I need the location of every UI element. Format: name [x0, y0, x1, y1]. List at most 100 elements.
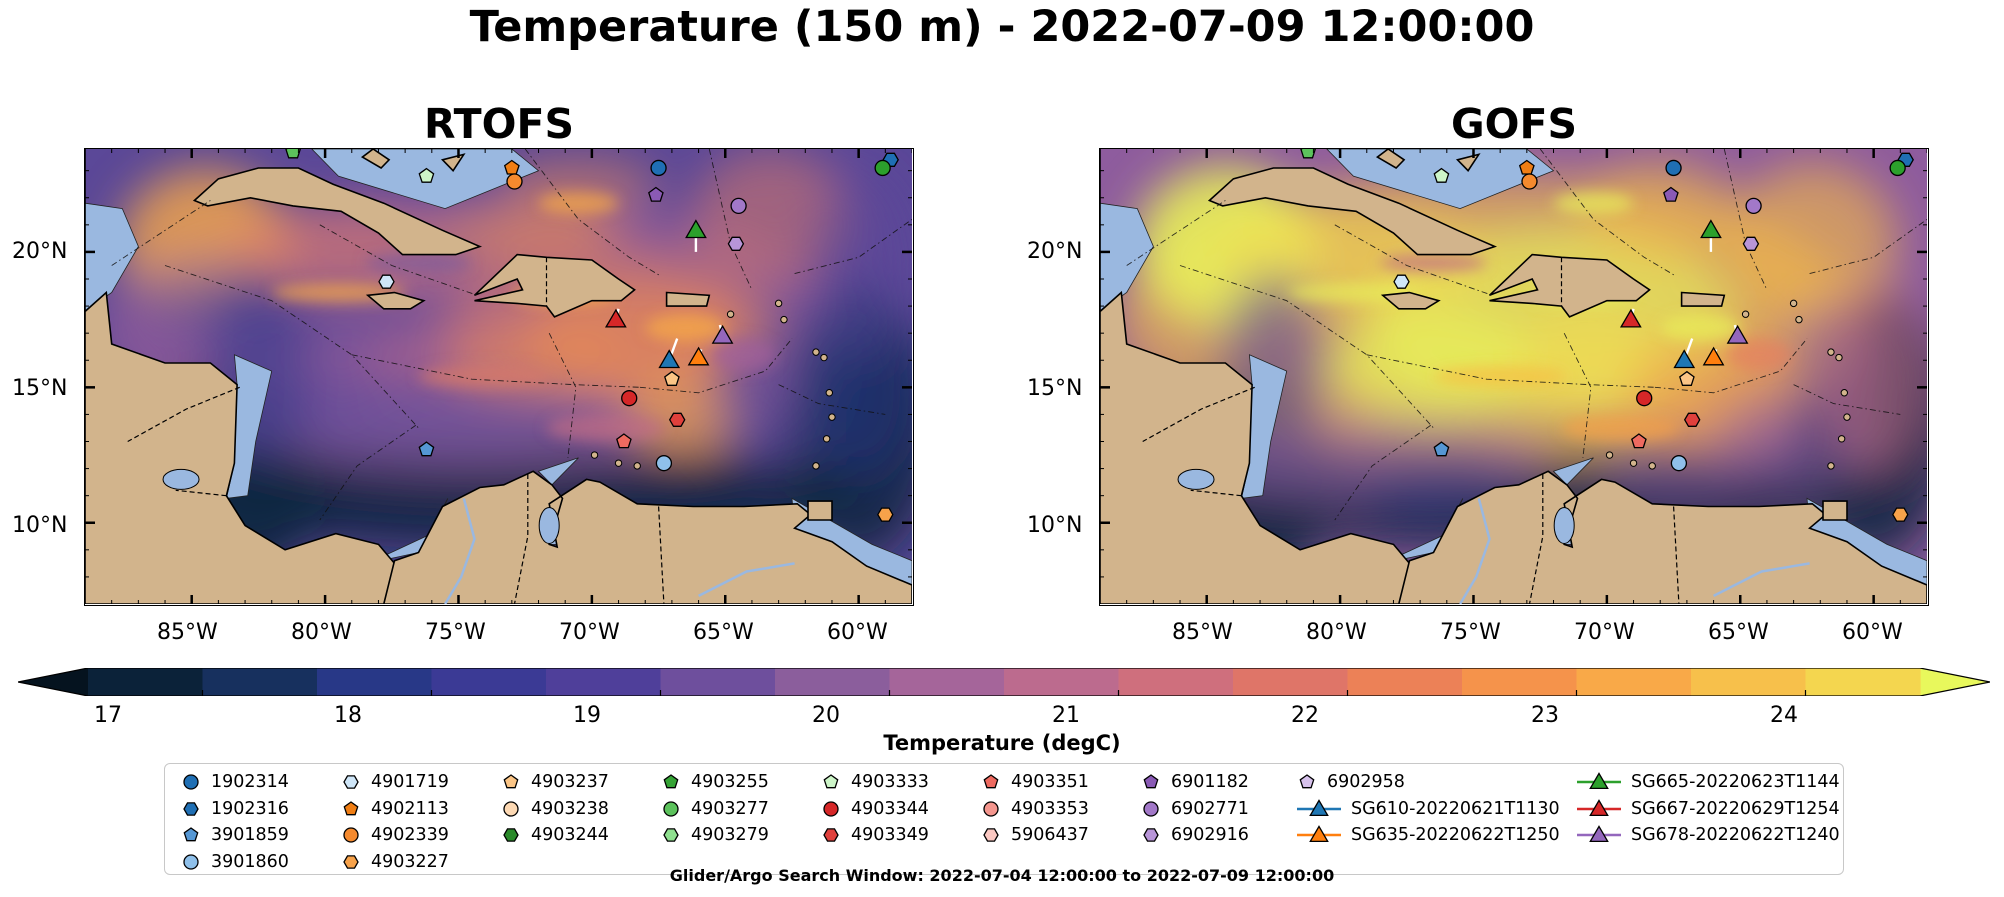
legend-item: 4903344: [821, 796, 929, 822]
land-south-america: [382, 470, 912, 604]
legend-label: 6902771: [1171, 798, 1249, 819]
argo-float-marker: [1663, 186, 1679, 202]
legend-label: SG667-20220629T1254: [1631, 798, 1840, 819]
glider-marker: [658, 349, 681, 369]
glider-marker: [687, 346, 710, 366]
legend-label: 1902314: [211, 772, 289, 792]
legend-label: 4903238: [531, 798, 609, 819]
colorbar-bin: [88, 668, 204, 696]
legend-label: 3901860: [211, 851, 289, 872]
figure-title: Temperature (150 m) - 2022-07-09 12:00:0…: [469, 2, 1535, 52]
legend-label: 4902113: [371, 798, 449, 819]
land-bahamas: [440, 153, 466, 172]
legend-glider-symbol: [1577, 825, 1621, 843]
argo-float-marker: [1393, 274, 1410, 289]
land-cuba: [1207, 167, 1498, 256]
lat-label-20n-right: 20°N: [1027, 239, 1083, 264]
lat-label-15n-right: 15°N: [1027, 376, 1083, 401]
land-puerto-rico: [1680, 291, 1726, 307]
legend-float-symbol: [183, 853, 199, 870]
legend-marker: [183, 827, 199, 842]
legend-marker: [823, 774, 839, 789]
legend-item: 5906437: [981, 822, 1089, 848]
legend-label: 4903279: [691, 825, 769, 845]
legend-float-symbol: [183, 827, 199, 842]
lon-label-70w-right: 70°W: [1574, 620, 1635, 645]
legend-label: 4903227: [371, 851, 449, 872]
legend-float-symbol: [663, 800, 679, 817]
legend-float-symbol: [503, 800, 519, 817]
legend-marker: [1589, 825, 1609, 843]
legend-label: 6902958: [1327, 772, 1405, 792]
argo-float-marker: [506, 173, 523, 190]
legend-marker: [1589, 798, 1609, 816]
legend-item: 6902916: [1141, 822, 1249, 848]
lon-label-65w-left: 65°W: [693, 620, 754, 645]
eez-boundary: [1334, 224, 1493, 296]
legend-item: 3901860: [181, 849, 289, 875]
legend-marker: [343, 800, 359, 815]
legend-label: 4903349: [851, 825, 929, 845]
legend-marker: [1143, 828, 1159, 842]
colorbar-bin: [1347, 668, 1463, 696]
colorbar-bin: [1576, 668, 1692, 696]
legend-glider-symbol: [1297, 798, 1341, 816]
legend-marker: [503, 800, 519, 817]
legend-float-symbol: [503, 774, 519, 789]
legend-label: 4903344: [851, 798, 929, 819]
legend-item: 4903255: [661, 769, 769, 795]
land-puerto-rico: [665, 291, 711, 307]
legend-float-symbol: [183, 774, 199, 790]
legend-marker: [663, 828, 679, 842]
footnote: Glider/Argo Search Window: 2022-07-04 12…: [669, 866, 1335, 885]
colorbar-tick-22: 22: [1291, 703, 1319, 728]
legend-float-symbol: [1143, 800, 1159, 817]
eez-boundary: [524, 149, 662, 277]
legend-item: 6902771: [1141, 796, 1249, 822]
legend-glider-symbol: [1297, 825, 1341, 843]
lat-label-10n-right: 10°N: [1027, 513, 1083, 538]
legend-marker: [663, 774, 679, 789]
legend-float-symbol: [983, 774, 999, 789]
argo-float-marker: [668, 412, 686, 427]
argo-float-marker: [378, 274, 395, 289]
legend-item: 6901182: [1141, 769, 1249, 795]
panel-title-gofs: GOFS: [1450, 100, 1578, 148]
lon-label-85w-right: 85°W: [1172, 620, 1233, 645]
argo-float-marker: [1433, 441, 1450, 457]
legend-item: 4903237: [501, 769, 609, 795]
lon-label-80w-right: 80°W: [1306, 620, 1367, 645]
legend-item: 4903279: [661, 822, 769, 848]
colorbar-bin: [1004, 668, 1120, 696]
legend-item: SG667-20220629T1254: [1577, 796, 1840, 822]
argo-float-marker: [1433, 167, 1450, 183]
legend-float-symbol: [1143, 774, 1159, 789]
legend-marker: [503, 774, 519, 789]
colorbar-bin: [775, 668, 891, 696]
colorbar-tick-23: 23: [1531, 703, 1559, 728]
glider-marker: [1702, 346, 1725, 366]
lon-label-65w-right: 65°W: [1708, 620, 1769, 645]
argo-float-marker: [1889, 159, 1906, 177]
legend-item: 6902958: [1297, 769, 1405, 795]
legend-label: SG678-20220622T1240: [1631, 825, 1840, 845]
argo-float-marker: [418, 441, 435, 457]
argo-float-marker: [1521, 173, 1538, 190]
map-panel-rtofs: [84, 148, 914, 606]
glider-marker: [1700, 219, 1722, 239]
colorbar-bin: [660, 668, 776, 696]
continental-shelf: [1552, 457, 1594, 486]
land-bahamas: [360, 149, 391, 170]
argo-float-marker: [621, 390, 638, 407]
legend-marker: [183, 774, 199, 790]
land-trinidad: [1822, 500, 1848, 521]
legend-float-symbol: [183, 801, 199, 816]
map-canvas-gofs: [1100, 149, 1927, 604]
argo-float-marker: [1742, 236, 1760, 251]
legend-label: 4902339: [371, 825, 449, 845]
colorbar-bin: [1462, 668, 1578, 696]
colorbar-bin: [1805, 668, 1921, 696]
legend-float-symbol: [503, 828, 519, 842]
legend-item: SG635-20220622T1250: [1297, 822, 1560, 848]
legend-float-symbol: [983, 828, 999, 842]
